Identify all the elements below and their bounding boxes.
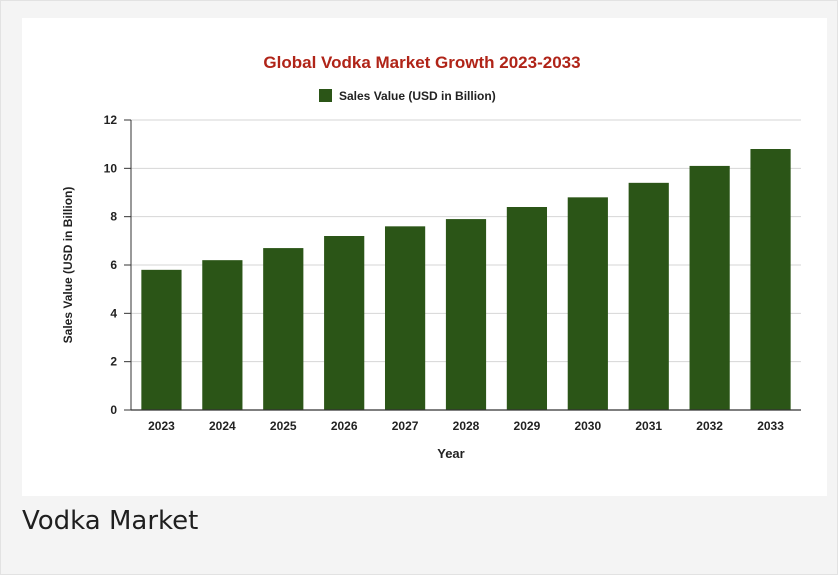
bar-2023	[141, 269, 182, 410]
y-tick-label: 4	[110, 306, 117, 320]
y-tick-label: 0	[110, 403, 117, 417]
y-axis-title: Sales Value (USD in Billion)	[61, 187, 75, 344]
bar-2028	[445, 219, 487, 410]
y-tick-label: 12	[104, 113, 118, 127]
bar-2029	[506, 207, 548, 410]
bar-2024	[202, 260, 243, 410]
bar-2026	[324, 236, 365, 410]
x-tick-label: 2024	[209, 419, 236, 433]
chart-caption: Vodka Market	[22, 506, 199, 536]
legend-swatch	[319, 89, 332, 102]
legend-label: Sales Value (USD in Billion)	[339, 89, 496, 103]
bar-chart: Global Vodka Market Growth 2023-2033 Sal…	[61, 53, 801, 461]
bar-2027	[384, 226, 426, 410]
x-tick-label: 2029	[514, 419, 541, 433]
x-tick-label: 2026	[331, 419, 358, 433]
legend: Sales Value (USD in Billion)	[319, 89, 496, 103]
x-tick-label: 2030	[574, 419, 601, 433]
y-tick-label: 2	[110, 355, 117, 369]
bar-2030	[567, 197, 608, 410]
chart-title: Global Vodka Market Growth 2023-2033	[263, 53, 580, 72]
y-tick-label: 10	[104, 161, 118, 175]
x-tick-label: 2031	[635, 419, 662, 433]
x-axis-title: Year	[437, 446, 464, 461]
x-tick-label: 2032	[696, 419, 723, 433]
bar-2025	[263, 248, 304, 410]
bar-2033	[750, 149, 791, 410]
bar-2032	[689, 165, 730, 410]
y-tick-label: 8	[110, 210, 117, 224]
x-tick-label: 2023	[148, 419, 175, 433]
bar-2031	[628, 182, 669, 410]
x-tick-label: 2033	[757, 419, 784, 433]
y-tick-label: 6	[110, 258, 117, 272]
x-tick-label: 2028	[453, 419, 480, 433]
x-tick-label: 2027	[392, 419, 419, 433]
x-tick-label: 2025	[270, 419, 297, 433]
chart-card: Global Vodka Market Growth 2023-2033 Sal…	[22, 18, 827, 496]
